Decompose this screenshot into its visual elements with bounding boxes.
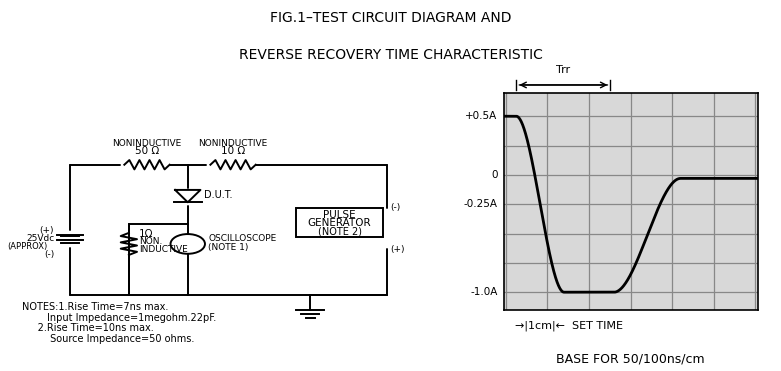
Text: -1.0A: -1.0A [470, 287, 497, 297]
Text: NON.: NON. [139, 237, 162, 246]
Text: D.U.T.: D.U.T. [204, 190, 232, 200]
Text: GENERATOR: GENERATOR [308, 218, 371, 228]
Text: BASE FOR 50/100ns/cm: BASE FOR 50/100ns/cm [556, 352, 705, 365]
Text: Source Impedance=50 ohms.: Source Impedance=50 ohms. [23, 334, 194, 344]
Text: (NOTE 1): (NOTE 1) [208, 243, 248, 252]
Text: (+): (+) [40, 226, 54, 236]
Text: 1Ω: 1Ω [139, 229, 153, 239]
Text: (NOTE 2): (NOTE 2) [318, 226, 362, 236]
Text: →|1cm|←  SET TIME: →|1cm|← SET TIME [515, 321, 623, 331]
Text: (-): (-) [44, 250, 54, 259]
Text: +0.5A: +0.5A [465, 111, 497, 121]
Text: PULSE: PULSE [323, 210, 356, 220]
Text: 25Vdc: 25Vdc [26, 234, 54, 243]
Text: -0.25A: -0.25A [463, 199, 497, 209]
Text: 50 Ω: 50 Ω [135, 147, 159, 157]
Text: (+): (+) [390, 244, 405, 254]
Text: Input Impedance=1megohm.22pF.: Input Impedance=1megohm.22pF. [23, 313, 216, 323]
Text: NONINDUCTIVE: NONINDUCTIVE [198, 139, 268, 148]
Text: INDUCTIVE: INDUCTIVE [139, 244, 187, 254]
Text: FIG.1–TEST CIRCUIT DIAGRAM AND: FIG.1–TEST CIRCUIT DIAGRAM AND [269, 11, 512, 25]
Bar [297, 208, 383, 237]
Text: NONINDUCTIVE: NONINDUCTIVE [112, 139, 182, 148]
Text: 2.Rise Time=10ns max.: 2.Rise Time=10ns max. [23, 323, 154, 333]
Text: (-): (-) [390, 203, 401, 212]
Text: NOTES:1.Rise Time=7ns max.: NOTES:1.Rise Time=7ns max. [23, 302, 169, 312]
Text: 0: 0 [491, 170, 497, 180]
Text: Trr: Trr [556, 65, 570, 75]
Text: REVERSE RECOVERY TIME CHARACTERISTIC: REVERSE RECOVERY TIME CHARACTERISTIC [238, 48, 543, 62]
Text: 10 Ω: 10 Ω [221, 147, 245, 157]
Text: (APPROX): (APPROX) [7, 242, 48, 251]
Text: OSCILLOSCOPE: OSCILLOSCOPE [208, 234, 276, 243]
